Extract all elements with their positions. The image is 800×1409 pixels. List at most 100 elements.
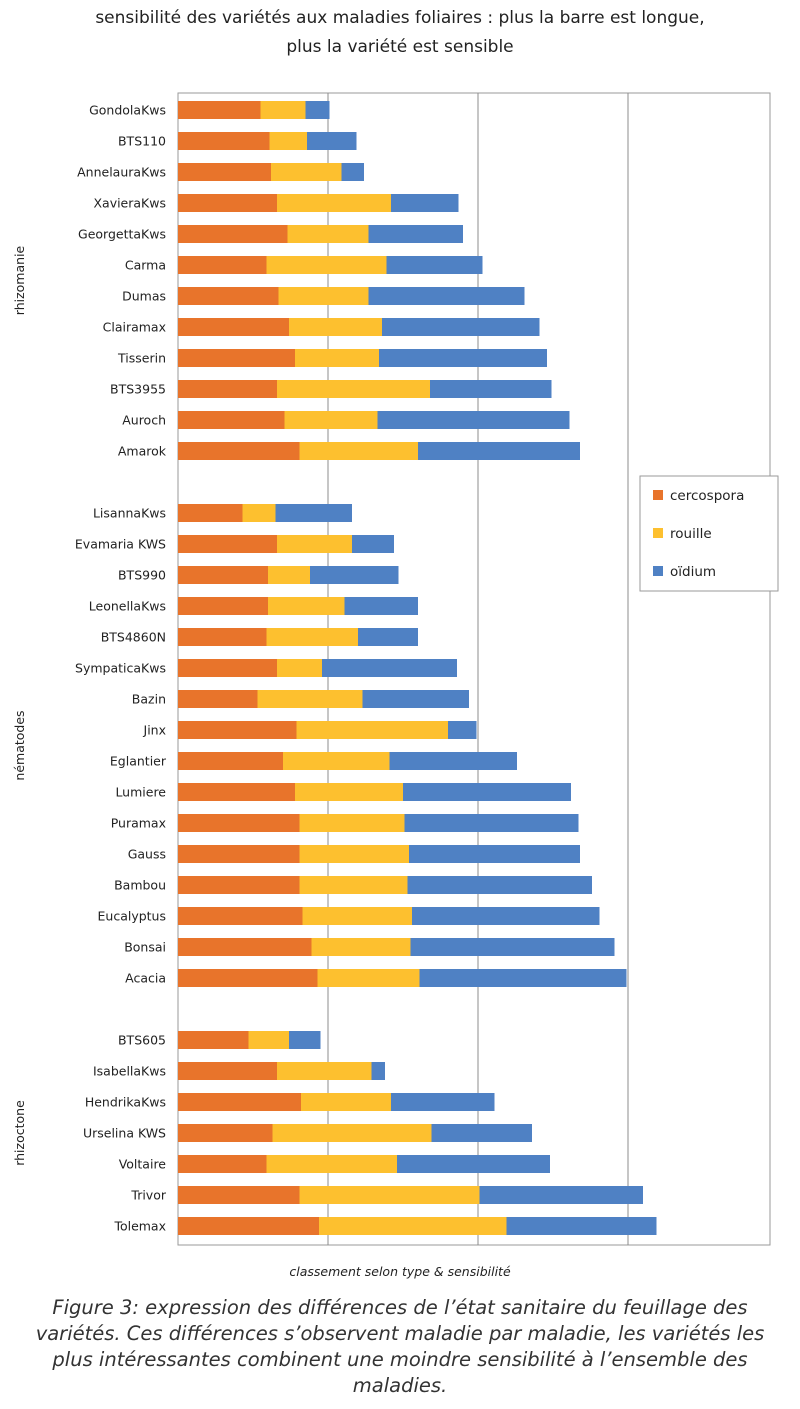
bar-segment-rouille xyxy=(266,628,358,646)
bar-segment-oidium xyxy=(506,1217,657,1235)
bar-segment-oidium xyxy=(407,876,592,894)
bar-segment-oidium xyxy=(289,1031,321,1049)
bar-segment-cercospora xyxy=(178,752,283,770)
bar-row xyxy=(178,318,540,336)
bar-segment-oidium xyxy=(386,256,483,274)
bar-row xyxy=(178,380,552,398)
bar-segment-oidium xyxy=(448,721,477,739)
bar-segment-rouille xyxy=(299,845,409,863)
bar-segment-oidium xyxy=(412,907,600,925)
bar-segment-oidium xyxy=(358,628,418,646)
bar-segment-cercospora xyxy=(178,132,270,150)
bar-segment-oidium xyxy=(344,597,418,615)
category-label: Lumiere xyxy=(115,785,166,800)
category-label: IsabellaKws xyxy=(93,1064,166,1079)
legend-label: cercospora xyxy=(670,488,744,504)
bar-segment-cercospora xyxy=(178,194,277,212)
bar-segment-cercospora xyxy=(178,256,267,274)
bar-row xyxy=(178,256,483,274)
category-label: Clairamax xyxy=(103,320,166,335)
bar-segment-cercospora xyxy=(178,597,268,615)
bar-row xyxy=(178,845,580,863)
bar-row xyxy=(178,1093,495,1111)
bar-row xyxy=(178,938,615,956)
category-label: BTS3955 xyxy=(110,382,166,397)
bar-segment-rouille xyxy=(271,163,342,181)
bar-segment-cercospora xyxy=(178,566,268,584)
bar-row xyxy=(178,690,469,708)
bar-row xyxy=(178,566,399,584)
category-label: BTS990 xyxy=(118,568,166,583)
bar-segment-oidium xyxy=(377,411,570,429)
bar-segment-rouille xyxy=(299,814,405,832)
group-label: rhizomanie xyxy=(12,245,27,315)
bar-segment-oidium xyxy=(389,752,517,770)
bar-segment-oidium xyxy=(379,349,547,367)
bar-row xyxy=(178,101,330,119)
category-label: Eglantier xyxy=(110,754,167,769)
bar-row xyxy=(178,876,592,894)
bar-segment-oidium xyxy=(479,1186,643,1204)
category-label: Voltaire xyxy=(119,1157,167,1172)
bar-segment-cercospora xyxy=(178,907,303,925)
bar-row xyxy=(178,1155,550,1173)
legend-swatch xyxy=(653,490,663,500)
bar-segment-cercospora xyxy=(178,783,295,801)
bar-segment-rouille xyxy=(272,1124,432,1142)
category-label: Eucalyptus xyxy=(98,909,167,924)
bar-segment-rouille xyxy=(266,1155,397,1173)
bar-segment-oidium xyxy=(403,783,571,801)
bar-row xyxy=(178,597,418,615)
figure-caption: Figure 3: expression des différences de … xyxy=(35,1296,765,1397)
bar-segment-rouille xyxy=(283,752,390,770)
category-label: GondolaKws xyxy=(89,103,166,118)
group-label: nématodes xyxy=(12,710,27,780)
bar-row xyxy=(178,907,600,925)
bar-segment-cercospora xyxy=(178,318,289,336)
bar-row xyxy=(178,535,394,553)
bar-segment-cercospora xyxy=(178,411,285,429)
category-label: GeorgettaKws xyxy=(78,227,166,242)
bar-segment-cercospora xyxy=(178,628,267,646)
bar-segment-rouille xyxy=(242,504,276,522)
bar-segment-oidium xyxy=(418,442,580,460)
legend: cercospora rouille oïdium xyxy=(639,475,779,592)
bar-segment-oidium xyxy=(382,318,540,336)
bar-segment-oidium xyxy=(322,659,457,677)
legend-label: rouille xyxy=(670,526,712,542)
bar-segment-rouille xyxy=(248,1031,289,1049)
bar-row xyxy=(178,442,580,460)
bar-segment-rouille xyxy=(257,690,363,708)
bar-row xyxy=(178,721,477,739)
bar-row xyxy=(178,659,457,677)
category-label: Tolemax xyxy=(113,1219,166,1234)
bar-segment-cercospora xyxy=(178,938,312,956)
category-label: Trivor xyxy=(130,1188,166,1203)
x-axis-label: classement selon type & sensibilité xyxy=(289,1264,511,1279)
bar-segment-rouille xyxy=(302,907,412,925)
category-label: XavieraKws xyxy=(93,196,166,211)
bar-segment-cercospora xyxy=(178,442,300,460)
bar-segment-rouille xyxy=(295,783,403,801)
bar-segment-oidium xyxy=(410,938,615,956)
bar-segment-oidium xyxy=(409,845,580,863)
bar-segment-cercospora xyxy=(178,1186,300,1204)
bar-segment-cercospora xyxy=(178,163,271,181)
bar-row xyxy=(178,163,364,181)
bar-segment-oidium xyxy=(275,504,352,522)
bar-segment-oidium xyxy=(310,566,399,584)
bar-segment-cercospora xyxy=(178,349,295,367)
bar-row xyxy=(178,783,571,801)
bar-row xyxy=(178,225,463,243)
bar-segment-rouille xyxy=(289,318,382,336)
bar-segment-cercospora xyxy=(178,535,277,553)
bar-segment-rouille xyxy=(301,1093,391,1111)
bar-segment-oidium xyxy=(419,969,627,987)
category-label: Tisserin xyxy=(117,351,166,366)
bar-row xyxy=(178,504,352,522)
bar-segment-oidium xyxy=(371,1062,385,1080)
bar-segment-rouille xyxy=(311,938,411,956)
category-label: AnnelauraKws xyxy=(77,165,166,180)
bar-segment-oidium xyxy=(391,1093,495,1111)
bar-segment-oidium xyxy=(430,380,552,398)
